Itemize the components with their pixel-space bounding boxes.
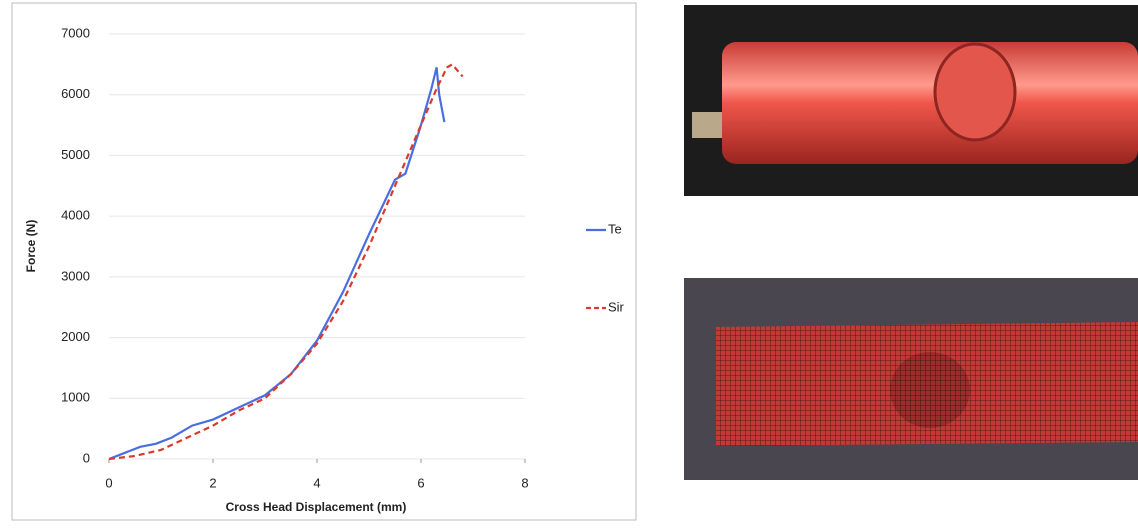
x-tick-label: 8 [521,475,528,490]
legend-label: Te [608,221,622,236]
y-tick-label: 2000 [61,329,90,344]
y-tick-label: 6000 [61,86,90,101]
series-line [108,62,464,461]
photo-simulation [684,278,1138,480]
x-tick-label: 6 [417,475,424,490]
y-tick-label: 5000 [61,147,90,162]
x-axis-title: Cross Head Displacement (mm) [226,500,407,514]
x-tick-label: 0 [105,475,112,490]
y-axis-title: Force (N) [24,220,38,273]
y-tick-label: 4000 [61,208,90,223]
legend-label: Sir [608,299,625,314]
chart-frame [11,2,637,521]
plot-area: 0 1000 2000 3000 4000 5000 6000 7000 0 2 4 6 8 Te Sir [61,25,624,490]
y-tick-label: 3000 [61,268,90,283]
photo-test [684,5,1138,196]
y-tick-label: 1000 [61,390,90,405]
x-tick-label: 4 [313,475,320,490]
x-tick-label: 2 [209,475,216,490]
y-tick-label: 0 [83,450,90,465]
y-tick-label: 7000 [61,25,90,40]
